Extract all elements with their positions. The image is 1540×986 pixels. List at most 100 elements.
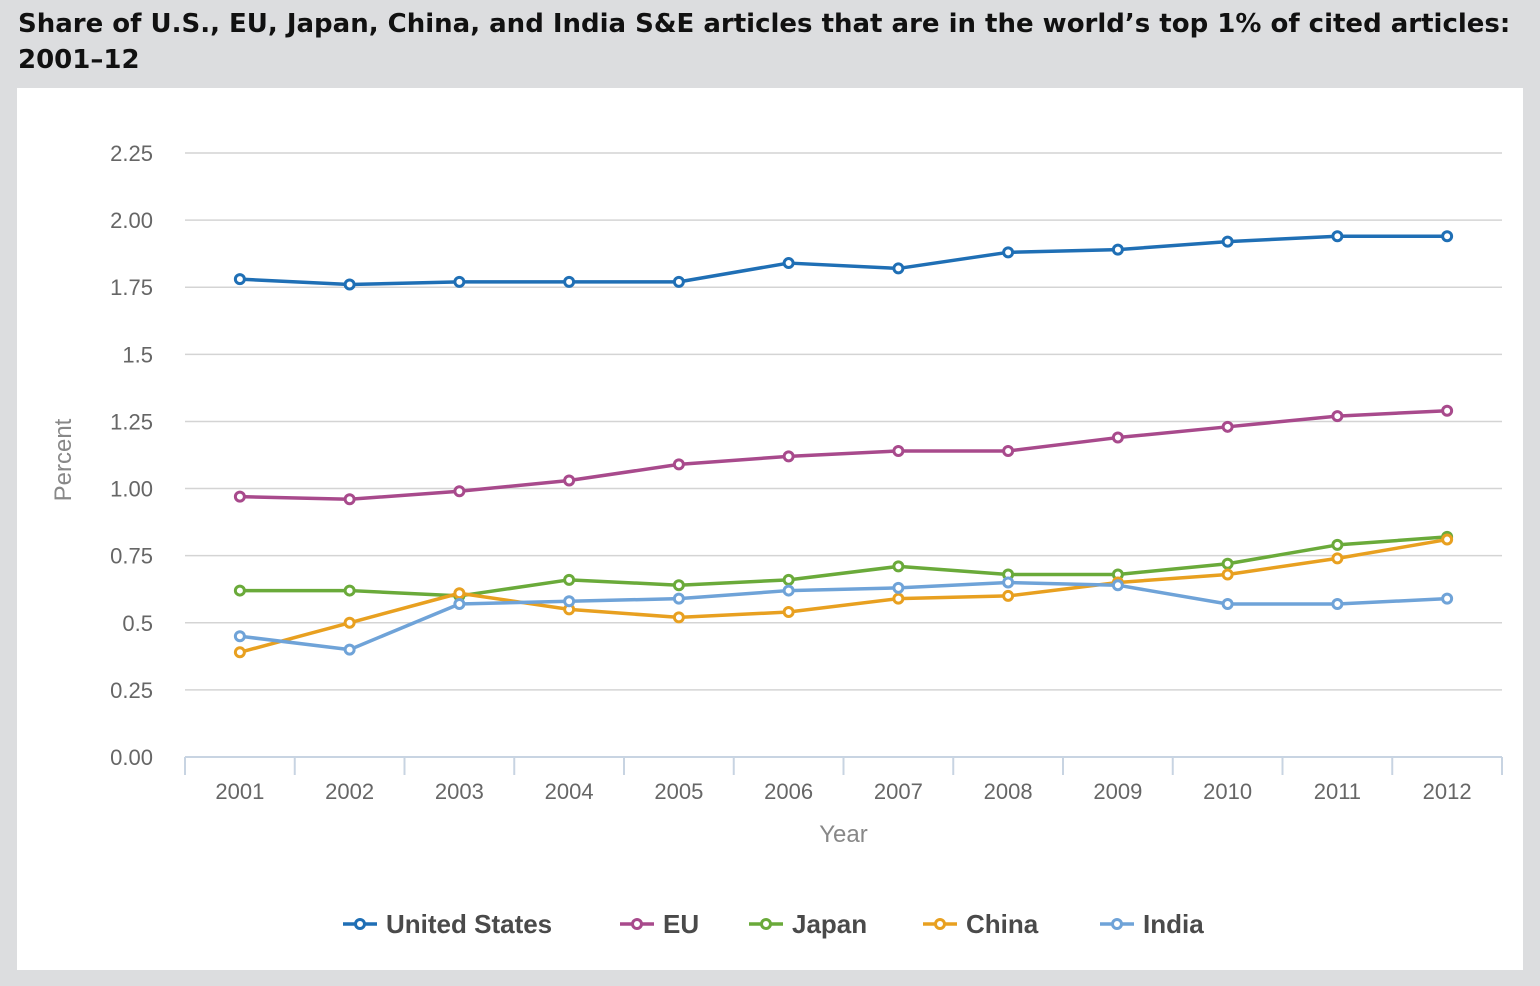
- data-point[interactable]: [1002, 246, 1015, 259]
- y-axis-title: Percent: [50, 418, 77, 501]
- y-tick-label: 1.5: [122, 342, 153, 367]
- legend-swatch-marker: [934, 918, 946, 930]
- data-point[interactable]: [563, 474, 576, 487]
- data-point[interactable]: [892, 592, 905, 605]
- data-point[interactable]: [892, 444, 905, 457]
- axes: 0.00 0.25 0.5 0.75 1.00 1.25 1.5 1.75 2.00 2.25 20…: [50, 141, 1503, 848]
- legend-swatch-marker: [354, 918, 366, 930]
- data-point[interactable]: [672, 458, 685, 471]
- data-point[interactable]: [343, 493, 356, 506]
- x-tick-label: 2012: [1423, 779, 1472, 804]
- x-tick-label: 2001: [215, 779, 264, 804]
- data-point[interactable]: [782, 450, 795, 463]
- y-tick-label: 0.75: [110, 544, 153, 569]
- data-point[interactable]: [1002, 589, 1015, 602]
- data-point[interactable]: [343, 278, 356, 291]
- data-point[interactable]: [1221, 557, 1234, 570]
- data-point[interactable]: [782, 257, 795, 270]
- data-point[interactable]: [453, 597, 466, 610]
- line-chart: 0.00 0.25 0.5 0.75 1.00 1.25 1.5 1.75 2.00 2.25 20…: [50, 141, 1503, 939]
- series-line: [239, 580, 1448, 652]
- data-point[interactable]: [782, 606, 795, 619]
- series-china[interactable]: [233, 533, 1454, 659]
- legend-label: Japan: [792, 909, 867, 939]
- y-tick-label: 0.5: [122, 611, 153, 636]
- x-tick-label: 2004: [545, 779, 594, 804]
- x-tick-label: 2009: [1093, 779, 1142, 804]
- x-tick-label: 2010: [1203, 779, 1252, 804]
- series-line: [239, 234, 1448, 287]
- data-point[interactable]: [233, 273, 246, 286]
- data-point[interactable]: [1441, 533, 1454, 546]
- legend-swatch-marker: [760, 918, 772, 930]
- data-point[interactable]: [1221, 420, 1234, 433]
- legend-label: EU: [663, 909, 699, 939]
- x-tick-label: 2003: [435, 779, 484, 804]
- data-point[interactable]: [1111, 243, 1124, 256]
- data-point[interactable]: [892, 560, 905, 573]
- x-tick-label: 2007: [874, 779, 923, 804]
- data-point[interactable]: [1441, 230, 1454, 243]
- data-point[interactable]: [1331, 230, 1344, 243]
- data-point[interactable]: [1441, 404, 1454, 417]
- data-point[interactable]: [1331, 410, 1344, 423]
- legend[interactable]: United States EU Japan China India: [343, 909, 1204, 939]
- y-tick-label: 1.75: [110, 275, 153, 300]
- data-point[interactable]: [1331, 552, 1344, 565]
- series-eu[interactable]: [233, 404, 1454, 506]
- y-tick-label: 1.00: [110, 477, 153, 502]
- data-point[interactable]: [453, 485, 466, 498]
- y-tick-label: 0.00: [110, 745, 153, 770]
- legend-item[interactable]: India: [1100, 909, 1204, 939]
- data-point[interactable]: [892, 581, 905, 594]
- data-point[interactable]: [343, 643, 356, 656]
- data-point[interactable]: [1331, 597, 1344, 610]
- data-point[interactable]: [1111, 431, 1124, 444]
- data-point[interactable]: [1441, 592, 1454, 605]
- chart-title: Share of U.S., EU, Japan, China, and Ind…: [18, 9, 1511, 75]
- legend-item[interactable]: China: [923, 909, 1039, 939]
- data-point[interactable]: [1221, 568, 1234, 581]
- chart-panel: 0.00 0.25 0.5 0.75 1.00 1.25 1.5 1.75 2.00 2.25 20…: [17, 88, 1523, 970]
- legend-item[interactable]: EU: [620, 909, 699, 939]
- data-point[interactable]: [563, 573, 576, 586]
- data-point[interactable]: [453, 275, 466, 288]
- legend-item[interactable]: United States: [343, 909, 552, 939]
- data-point[interactable]: [233, 646, 246, 659]
- x-tick-label: 2005: [654, 779, 703, 804]
- data-point[interactable]: [782, 573, 795, 586]
- data-point[interactable]: [563, 595, 576, 608]
- legend-label: China: [966, 909, 1039, 939]
- data-point[interactable]: [672, 611, 685, 624]
- data-point[interactable]: [1331, 538, 1344, 551]
- data-point[interactable]: [343, 616, 356, 629]
- data-point[interactable]: [1111, 579, 1124, 592]
- y-tick-label: 0.25: [110, 678, 153, 703]
- y-tick-label: 2.25: [110, 141, 153, 166]
- series-india[interactable]: [233, 576, 1454, 656]
- data-point[interactable]: [672, 275, 685, 288]
- data-point[interactable]: [672, 579, 685, 592]
- data-point[interactable]: [1002, 576, 1015, 589]
- x-tick-label: 2006: [764, 779, 813, 804]
- data-point[interactable]: [343, 584, 356, 597]
- data-point[interactable]: [782, 584, 795, 597]
- gridlines: [185, 152, 1502, 691]
- legend-swatch-marker: [631, 918, 643, 930]
- data-point[interactable]: [892, 262, 905, 275]
- series-lines: [233, 230, 1454, 659]
- series-line: [239, 535, 1448, 598]
- data-point[interactable]: [233, 490, 246, 503]
- legend-item[interactable]: Japan: [749, 909, 867, 939]
- data-point[interactable]: [233, 584, 246, 597]
- series-united-states[interactable]: [233, 230, 1454, 291]
- data-point[interactable]: [1221, 235, 1234, 248]
- x-tick-label: 2008: [984, 779, 1033, 804]
- data-point[interactable]: [233, 630, 246, 643]
- data-point[interactable]: [1221, 597, 1234, 610]
- data-point[interactable]: [563, 275, 576, 288]
- data-point[interactable]: [453, 587, 466, 600]
- data-point[interactable]: [1002, 444, 1015, 457]
- data-point[interactable]: [672, 592, 685, 605]
